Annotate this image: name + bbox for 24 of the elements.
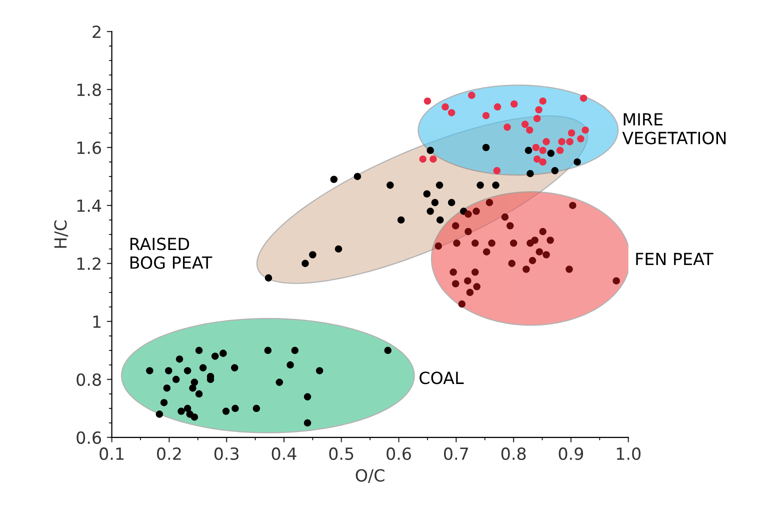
text: FEN PEAT	[636, 252, 714, 266]
annotation: MIRE VEGETATION	[622, 113, 726, 144]
x-tick-label: 0.9	[558, 447, 584, 460]
y-tick-label: 1	[93, 316, 101, 328]
y-tick-label: 1.4	[77, 200, 102, 212]
y-tick-label: 0.6	[76, 431, 102, 444]
x-tick-label: 0.3	[214, 447, 239, 460]
annotation: RAISED BOG PEAT	[130, 238, 212, 269]
y-tick-label: 2	[92, 26, 100, 38]
x-tick-label: 0.2	[157, 447, 181, 460]
x-tick-label: 0.6	[386, 447, 411, 460]
y-tick-label: 1.2	[77, 257, 100, 270]
annotation: COAL	[420, 372, 464, 384]
x-tick-label: 0.8	[501, 447, 526, 460]
y-axis-title: H/C	[54, 220, 68, 248]
y-tick-label: 0.8	[76, 373, 101, 386]
x-tick-label: 0.4	[272, 447, 296, 460]
x-tick-label: 1.0	[616, 447, 641, 460]
y-tick-label: 1.6	[77, 141, 102, 154]
x-tick-label: 0.5	[329, 447, 354, 460]
x-tick-label: 0.7	[444, 447, 468, 460]
x-axis-title: O/C	[356, 469, 384, 483]
y-tick-label: 1.8	[77, 83, 101, 96]
x-tick-label: 0.1	[100, 447, 124, 460]
